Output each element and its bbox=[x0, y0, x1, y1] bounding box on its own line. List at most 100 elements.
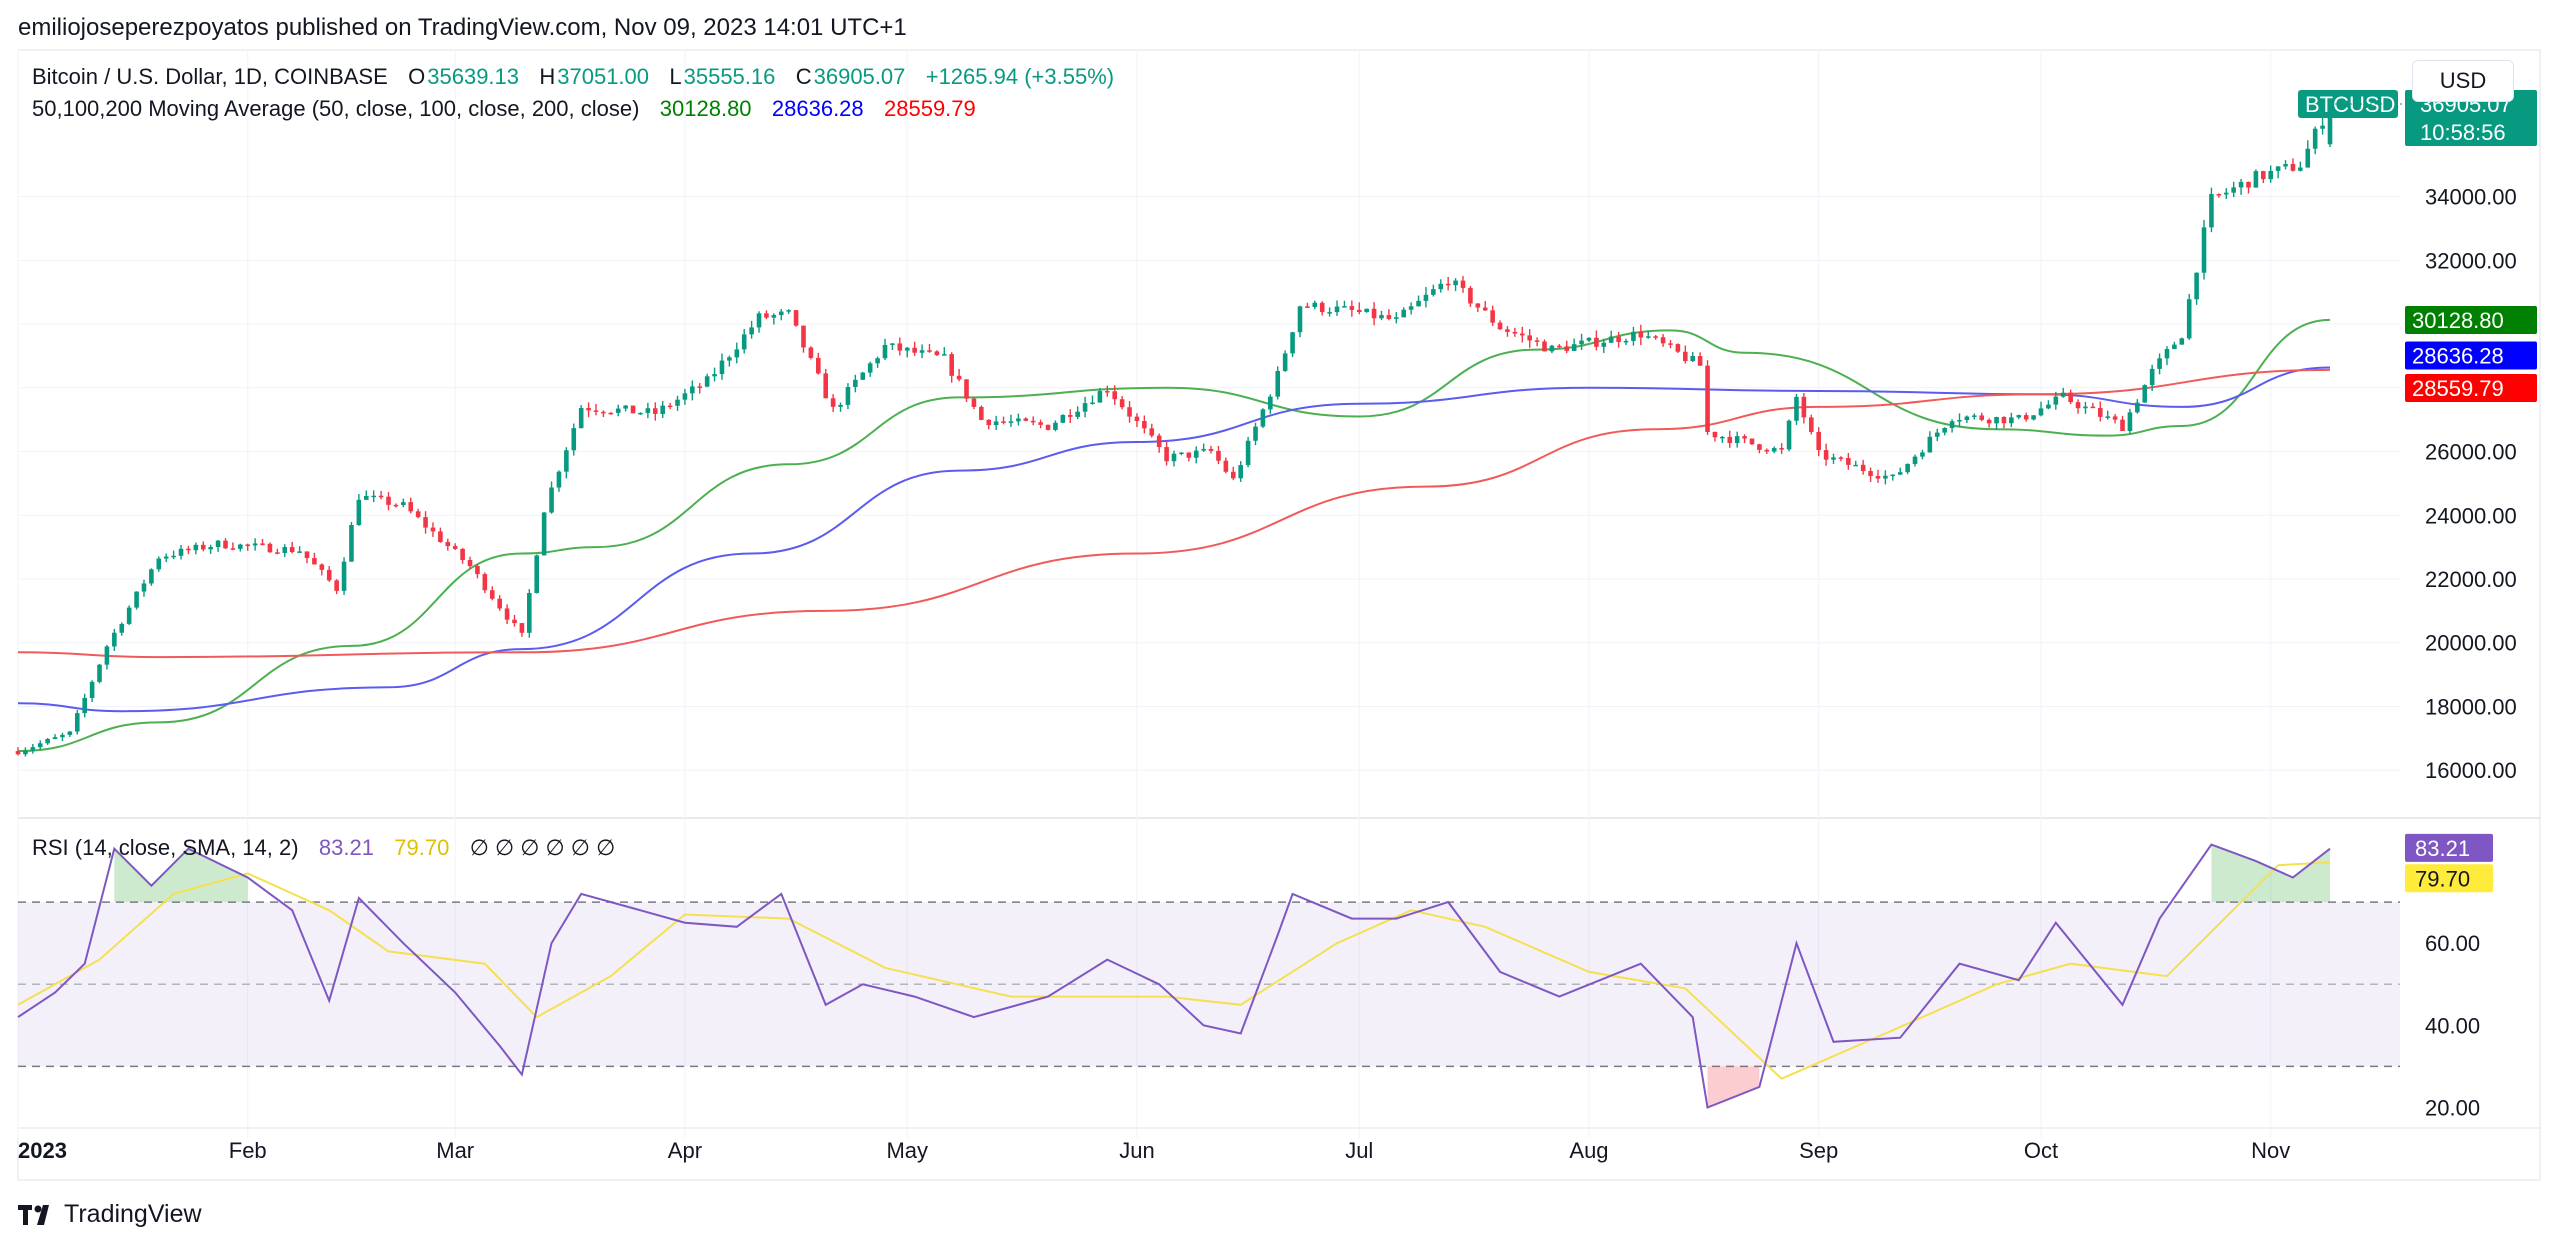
candle-body bbox=[2001, 416, 2007, 424]
candle-body bbox=[1860, 464, 1866, 472]
rsi-ma-line bbox=[17, 861, 2331, 1080]
candle-body bbox=[401, 502, 406, 506]
candle-body bbox=[675, 399, 680, 406]
candle-body bbox=[223, 540, 228, 549]
candle-body bbox=[860, 372, 866, 380]
candle-body bbox=[556, 471, 562, 488]
high-value: 37051.00 bbox=[557, 64, 650, 89]
candle-body bbox=[1942, 427, 1947, 433]
candle-body bbox=[2201, 227, 2207, 273]
price-tick-label: 32000.00 bbox=[2425, 248, 2517, 273]
candle-body bbox=[1727, 436, 1733, 443]
candle-body bbox=[60, 734, 65, 738]
candle-body bbox=[1586, 337, 1592, 341]
candle-body bbox=[2290, 164, 2296, 171]
candle-body bbox=[126, 607, 132, 624]
candle-body bbox=[193, 544, 199, 551]
candle-body bbox=[1371, 308, 1377, 319]
symbol-badge-bg bbox=[2298, 90, 2398, 119]
candle-body bbox=[853, 379, 858, 388]
candle-body bbox=[734, 349, 740, 358]
change-value: +1265.94 (+3.55%) bbox=[925, 64, 1115, 89]
candle-body bbox=[823, 373, 829, 399]
candle-body bbox=[156, 558, 162, 570]
rsi-band-background bbox=[18, 901, 2400, 1068]
candle-body bbox=[1001, 421, 1006, 423]
ma50-badge: 30128.80 bbox=[2412, 308, 2504, 333]
candle-body bbox=[793, 310, 799, 326]
candle-body bbox=[1156, 435, 1162, 448]
candle-body bbox=[2120, 419, 2125, 432]
ma100-badge-bg bbox=[2405, 341, 2537, 370]
time-tick-label: Mar bbox=[436, 1138, 474, 1163]
rsi-badge-bg bbox=[2405, 833, 2493, 862]
candle-body bbox=[1290, 332, 1295, 354]
candle-body bbox=[1060, 415, 1066, 423]
candle-body bbox=[1519, 333, 1525, 336]
candle-body bbox=[1179, 452, 1184, 455]
candle-body bbox=[1579, 340, 1584, 345]
price-tick-label: 34000.00 bbox=[2425, 185, 2517, 210]
candle-body bbox=[1823, 450, 1829, 460]
candle-body bbox=[2275, 166, 2281, 171]
candle-body bbox=[1394, 317, 1399, 319]
candle-body bbox=[1038, 422, 1043, 425]
candlesticks bbox=[15, 99, 2333, 757]
candle-body bbox=[104, 646, 110, 665]
rsi-value: 83.21 bbox=[318, 835, 374, 860]
candle-body bbox=[1193, 450, 1199, 458]
candle-body bbox=[171, 555, 176, 558]
candle-body bbox=[1423, 294, 1429, 301]
ma-title: 50,100,200 Moving Average (50, close, 10… bbox=[32, 96, 640, 121]
candle-body bbox=[845, 387, 851, 405]
candle-body bbox=[534, 555, 540, 594]
low-label: L bbox=[669, 64, 682, 89]
candle-body bbox=[1053, 422, 1058, 430]
candle-body bbox=[1557, 345, 1562, 348]
time-tick-label: Jun bbox=[1119, 1138, 1154, 1163]
candle-body bbox=[45, 739, 50, 744]
candle-body bbox=[2083, 406, 2088, 409]
candle-body bbox=[1445, 283, 1451, 286]
candle-body bbox=[489, 590, 495, 599]
tradingview-logo[interactable]: TradingView bbox=[18, 1200, 202, 1229]
candle-body bbox=[467, 559, 473, 567]
candle-body bbox=[15, 751, 21, 755]
candle-body bbox=[326, 569, 332, 581]
candle-body bbox=[1171, 453, 1177, 462]
candle-body bbox=[1527, 335, 1532, 341]
candle-body bbox=[1964, 416, 1970, 421]
candle-body bbox=[934, 351, 940, 356]
candle-body bbox=[564, 450, 569, 472]
candle-body bbox=[741, 334, 747, 350]
candle-body bbox=[727, 357, 732, 361]
currency-button[interactable]: USD bbox=[2412, 60, 2514, 102]
price-tick-label: 22000.00 bbox=[2425, 567, 2517, 592]
price-tick-label: 20000.00 bbox=[2425, 631, 2517, 656]
candle-body bbox=[1282, 353, 1288, 371]
candle-body bbox=[504, 608, 510, 620]
open-value: 35639.13 bbox=[427, 64, 520, 89]
candle-body bbox=[1675, 344, 1681, 352]
candle-body bbox=[986, 419, 992, 426]
candle-body bbox=[1645, 336, 1651, 338]
candle-body bbox=[1957, 420, 1962, 422]
candle-body bbox=[764, 313, 769, 318]
candle-body bbox=[964, 379, 969, 399]
candle-body bbox=[1468, 287, 1473, 304]
candle-body bbox=[1023, 418, 1029, 421]
candle-body bbox=[1838, 457, 1844, 459]
candle-body bbox=[1334, 306, 1340, 313]
candle-body bbox=[1853, 464, 1859, 467]
time-tick-label: Nov bbox=[2251, 1138, 2290, 1163]
candle-body bbox=[1697, 356, 1703, 366]
candle-body bbox=[1972, 415, 1977, 417]
attribution-text: emiliojoseperezpoyatos published on Trad… bbox=[18, 14, 907, 41]
candle-body bbox=[615, 408, 621, 413]
candle-body bbox=[1075, 411, 1080, 417]
candle-body bbox=[1268, 396, 1273, 410]
candle-body bbox=[2298, 167, 2303, 171]
ma100-value: 28636.28 bbox=[771, 96, 864, 121]
candle-body bbox=[786, 310, 791, 312]
